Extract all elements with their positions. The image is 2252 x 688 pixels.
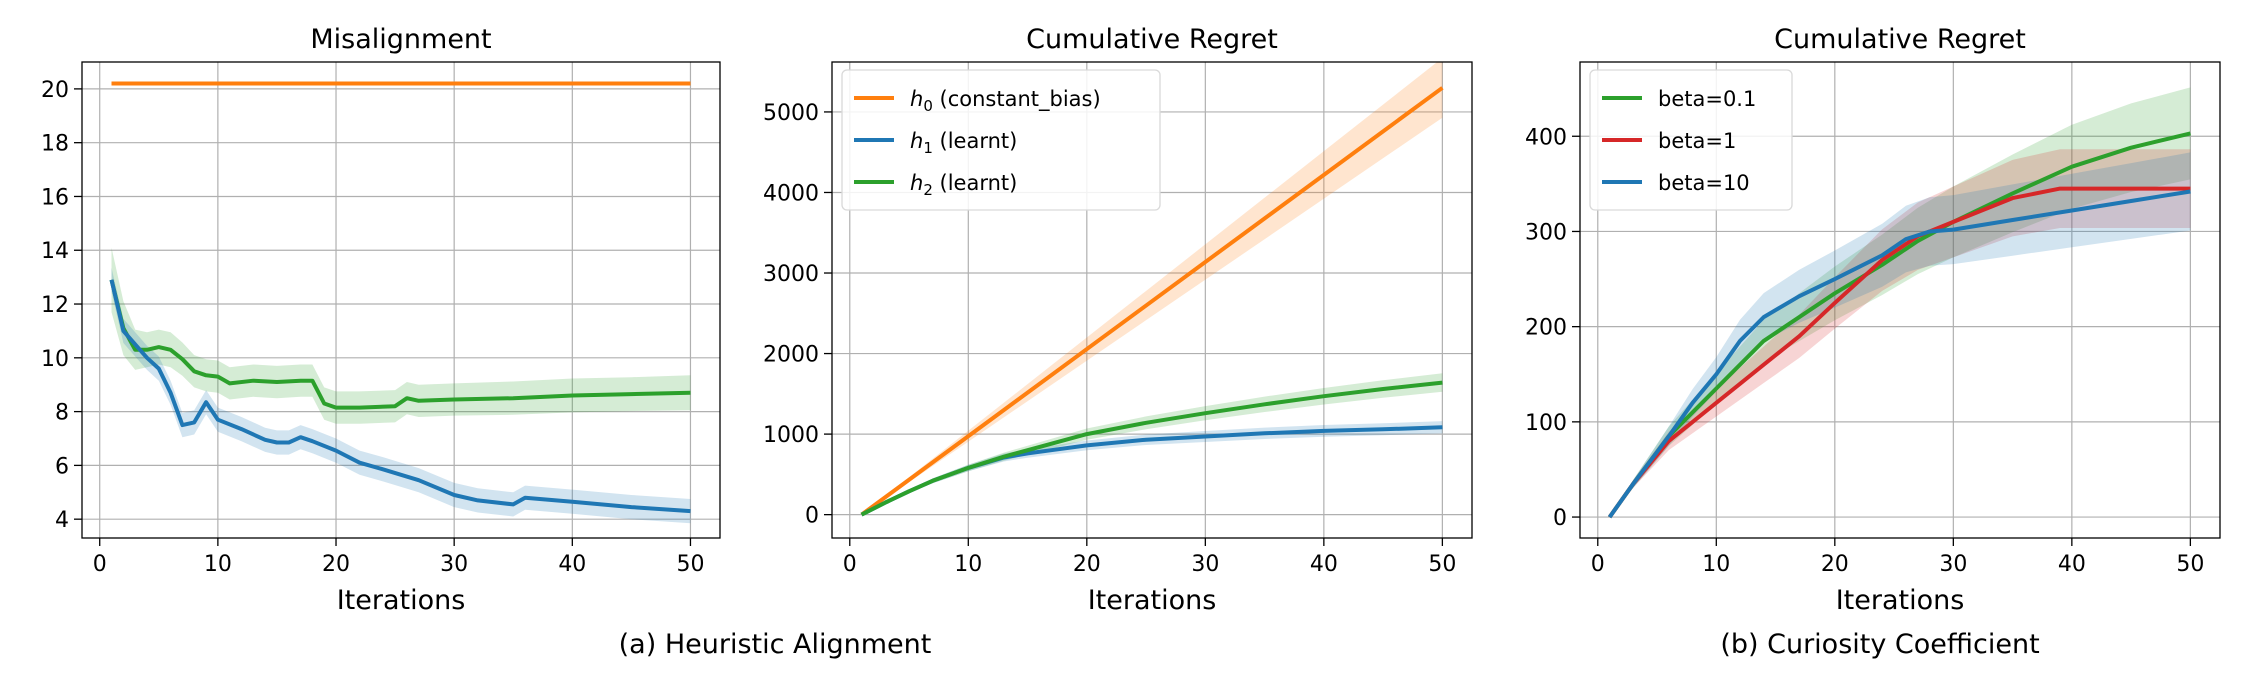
legend-label: beta=10 bbox=[1658, 171, 1750, 195]
x-tick-label: 50 bbox=[2176, 552, 2204, 577]
x-tick-label: 10 bbox=[954, 552, 982, 577]
confidence-band-h-0-constant-bias- bbox=[861, 62, 1443, 515]
x-tick-label: 40 bbox=[1310, 552, 1338, 577]
x-tick-label: 40 bbox=[2058, 552, 2086, 577]
chart-misalignment: 0 10 20 30 40 50 4 6 8 10 12 14 16 18 20 Misalignment It… bbox=[41, 24, 721, 616]
x-tick-label: 30 bbox=[1939, 552, 1967, 577]
chart-cumulative-regret-curiosity: 0 10 20 30 40 50 0 100 200 300 400 Cumulative Regre… bbox=[1525, 24, 2221, 616]
confidence-band-blue bbox=[111, 267, 691, 524]
confidence-band-beta-10 bbox=[1609, 152, 2191, 518]
series-line-h-2-learnt- bbox=[860, 380, 1443, 517]
plot-area bbox=[109, 81, 691, 524]
y-tick-label: 12 bbox=[41, 293, 69, 318]
x-tick-label: 0 bbox=[93, 552, 107, 577]
confidence-band-beta-0-1 bbox=[1609, 87, 2191, 518]
x-tick-label: 40 bbox=[558, 552, 586, 577]
x-axis-label: Iterations bbox=[337, 585, 466, 616]
y-tick-label: 14 bbox=[41, 239, 69, 264]
legend-box bbox=[841, 69, 1161, 211]
series-line-green bbox=[109, 279, 691, 410]
x-axis-label: Iterations bbox=[1836, 585, 1965, 616]
y-tick-label: 2000 bbox=[763, 343, 819, 368]
chart-cumulative-regret-heuristics: 0 10 20 30 40 50 0 1000 2000 3000 4000 5000 Cumulati… bbox=[763, 24, 1473, 616]
x-tick-label: 0 bbox=[843, 552, 857, 577]
y-tick-label: 20 bbox=[41, 78, 69, 103]
y-tick-label: 300 bbox=[1525, 220, 1567, 245]
x-tick-label: 20 bbox=[1821, 552, 1849, 577]
y-tick-label: 18 bbox=[41, 132, 69, 157]
x-tick-label: 50 bbox=[1428, 552, 1456, 577]
y-tick-label: 100 bbox=[1525, 411, 1567, 436]
y-tick-label: 4 bbox=[55, 508, 69, 533]
y-tick-label: 3000 bbox=[763, 262, 819, 287]
plot-area bbox=[1607, 87, 2191, 519]
x-tick-label: 20 bbox=[322, 552, 350, 577]
plot-area bbox=[860, 62, 1444, 517]
x-axis-label: Iterations bbox=[1088, 585, 1217, 616]
series-line-beta-0-1 bbox=[1607, 131, 2191, 519]
axes-frame bbox=[1579, 61, 2221, 539]
legend-label: beta=0.1 bbox=[1658, 87, 1756, 111]
confidence-band-green bbox=[111, 247, 691, 424]
series-line-h-0-constant-bias- bbox=[860, 86, 1444, 517]
legend-box bbox=[1589, 69, 1793, 211]
series-line-beta-1 bbox=[1607, 186, 2191, 519]
axes-frame bbox=[831, 61, 1473, 539]
series-line-h-1-learnt- bbox=[860, 425, 1443, 517]
y-tick-label: 6 bbox=[55, 454, 69, 479]
y-tick-label: 0 bbox=[1553, 506, 1567, 531]
confidence-band-h-1-learnt- bbox=[861, 421, 1443, 515]
x-tick-label: 30 bbox=[440, 552, 468, 577]
x-tick-label: 30 bbox=[1191, 552, 1219, 577]
y-tick-label: 4000 bbox=[763, 181, 819, 206]
legend-label: h0 (constant_bias) bbox=[910, 87, 1101, 115]
x-tick-label: 20 bbox=[1073, 552, 1101, 577]
chart-title: Cumulative Regret bbox=[1774, 24, 2026, 55]
y-tick-label: 1000 bbox=[763, 423, 819, 448]
legend-label: h1 (learnt) bbox=[910, 129, 1017, 157]
x-tick-label: 10 bbox=[1702, 552, 1730, 577]
series-line-beta-10 bbox=[1607, 189, 2191, 519]
series-line-blue bbox=[109, 279, 691, 514]
x-tick-label: 0 bbox=[1591, 552, 1605, 577]
y-tick-label: 0 bbox=[805, 504, 819, 529]
chart-title: Misalignment bbox=[310, 24, 491, 55]
caption-heuristic-alignment: (a) Heuristic Alignment bbox=[619, 629, 932, 660]
y-tick-label: 200 bbox=[1525, 316, 1567, 341]
y-tick-label: 10 bbox=[41, 347, 69, 372]
confidence-band-beta-1 bbox=[1609, 149, 2191, 518]
caption-curiosity-coefficient: (b) Curiosity Coefficient bbox=[1720, 629, 2039, 660]
legend-label: beta=1 bbox=[1658, 129, 1736, 153]
y-tick-label: 8 bbox=[55, 401, 69, 426]
axes-frame bbox=[81, 61, 721, 539]
y-tick-label: 5000 bbox=[763, 101, 819, 126]
chart-title: Cumulative Regret bbox=[1026, 24, 1278, 55]
legend-label: h2 (learnt) bbox=[910, 171, 1017, 199]
y-tick-label: 16 bbox=[41, 185, 69, 210]
x-tick-label: 10 bbox=[204, 552, 232, 577]
y-tick-label: 400 bbox=[1525, 125, 1567, 150]
x-tick-label: 50 bbox=[676, 552, 704, 577]
